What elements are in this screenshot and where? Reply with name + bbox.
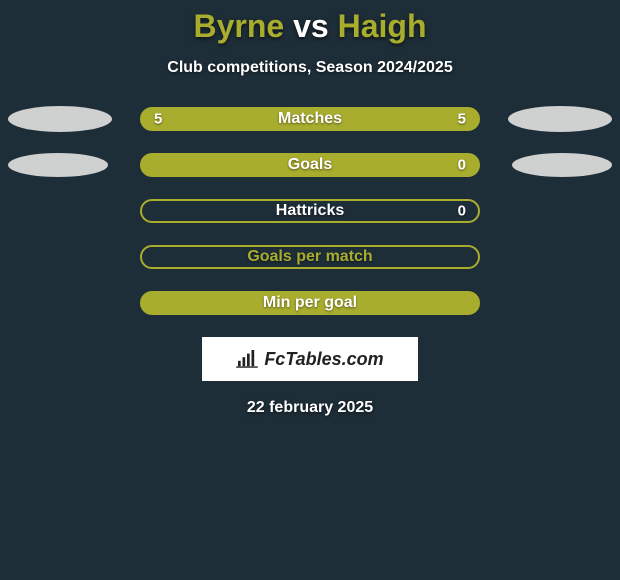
stat-row: Goals per match bbox=[0, 245, 620, 269]
player2-name: Haigh bbox=[338, 8, 427, 44]
logo-text: FcTables.com bbox=[264, 349, 383, 370]
comparison-title: Byrne vs Haigh bbox=[0, 0, 620, 45]
stat-value-right: 5 bbox=[458, 111, 466, 128]
stat-bar: Hattricks 0 bbox=[140, 199, 480, 223]
right-ellipse bbox=[512, 153, 612, 177]
stat-value-left: 5 bbox=[154, 111, 162, 128]
bar-chart-icon bbox=[236, 350, 258, 368]
stat-bar: Matches 5 5 bbox=[140, 107, 480, 131]
stat-value-right: 0 bbox=[458, 203, 466, 220]
stat-label: Hattricks bbox=[276, 202, 344, 220]
subtitle: Club competitions, Season 2024/2025 bbox=[0, 59, 620, 77]
stat-bar: Goals per match bbox=[140, 245, 480, 269]
stat-rows: Matches 5 5 Goals 0 Hattricks 0 Goals per match… bbox=[0, 107, 620, 315]
stat-value-right: 0 bbox=[458, 157, 466, 174]
stat-label: Goals bbox=[288, 156, 332, 174]
stat-label: Goals per match bbox=[247, 248, 372, 266]
left-ellipse bbox=[8, 153, 108, 177]
stat-bar: Min per goal bbox=[140, 291, 480, 315]
stat-label: Matches bbox=[278, 110, 342, 128]
stat-row: Matches 5 5 bbox=[0, 107, 620, 131]
date-text: 22 february 2025 bbox=[0, 399, 620, 417]
stat-label: Min per goal bbox=[263, 294, 357, 312]
logo-box[interactable]: FcTables.com bbox=[202, 337, 418, 381]
stat-bar: Goals 0 bbox=[140, 153, 480, 177]
content-container: Byrne vs Haigh Club competitions, Season… bbox=[0, 0, 620, 417]
player1-name: Byrne bbox=[194, 8, 285, 44]
vs-text: vs bbox=[284, 8, 337, 44]
stat-row: Hattricks 0 bbox=[0, 199, 620, 223]
stat-row: Goals 0 bbox=[0, 153, 620, 177]
left-ellipse bbox=[8, 106, 112, 132]
stat-row: Min per goal bbox=[0, 291, 620, 315]
right-ellipse bbox=[508, 106, 612, 132]
